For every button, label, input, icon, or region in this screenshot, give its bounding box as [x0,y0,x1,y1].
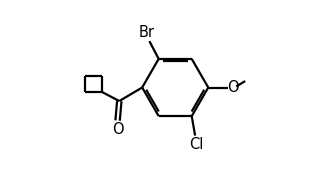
Text: O: O [227,80,238,95]
Text: Br: Br [139,25,155,40]
Text: O: O [112,122,124,137]
Text: Cl: Cl [189,137,203,152]
